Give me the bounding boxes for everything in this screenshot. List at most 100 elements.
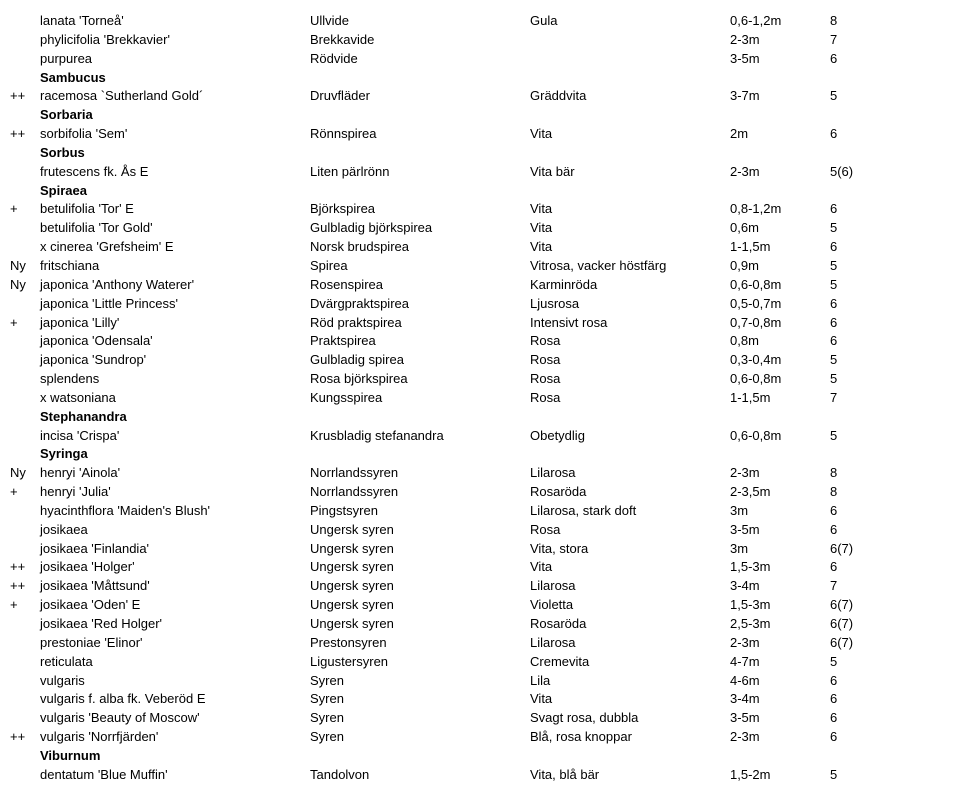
plant-catalog-page: lanata 'Torneå'UllvideGula0,6-1,2m8phyli… bbox=[0, 0, 960, 797]
row-prefix bbox=[0, 12, 40, 31]
swedish-name: Gulbladig björkspirea bbox=[310, 219, 530, 238]
swedish-name bbox=[310, 445, 530, 464]
genus-heading-row: Viburnum bbox=[0, 747, 960, 766]
zone-rating: 7 bbox=[830, 31, 870, 50]
swedish-name: Pingstsyren bbox=[310, 502, 530, 521]
zone-rating: 6 bbox=[830, 672, 870, 691]
plant-row: japonica 'Sundrop'Gulbladig spireaRosa0,… bbox=[0, 351, 960, 370]
description bbox=[530, 408, 730, 427]
species-name: vulgaris 'Norrfjärden' bbox=[40, 728, 310, 747]
species-name: sorbifolia 'Sem' bbox=[40, 125, 310, 144]
description: Rosa bbox=[530, 332, 730, 351]
zone-rating: 7 bbox=[830, 577, 870, 596]
plant-row: incisa 'Crispa'Krusbladig stefanandraObe… bbox=[0, 427, 960, 446]
zone-rating: 5 bbox=[830, 276, 870, 295]
swedish-name: Dvärgpraktspirea bbox=[310, 295, 530, 314]
swedish-name bbox=[310, 747, 530, 766]
height-range: 1-1,5m bbox=[730, 389, 830, 408]
species-name: vulgaris bbox=[40, 672, 310, 691]
swedish-name bbox=[310, 69, 530, 88]
row-prefix bbox=[0, 766, 40, 785]
height-range: 3m bbox=[730, 502, 830, 521]
plant-row: japonica 'Little Princess'Dvärgpraktspir… bbox=[0, 295, 960, 314]
row-prefix bbox=[0, 144, 40, 163]
zone-rating: 6 bbox=[830, 332, 870, 351]
plant-row: +betulifolia 'Tor' EBjörkspireaVita0,8-1… bbox=[0, 200, 960, 219]
height-range: 2-3m bbox=[730, 464, 830, 483]
zone-rating: 5 bbox=[830, 219, 870, 238]
zone-rating: 8 bbox=[830, 483, 870, 502]
height-range: 1,5-3m bbox=[730, 558, 830, 577]
swedish-name: Norrlandssyren bbox=[310, 464, 530, 483]
description: Blå, rosa knoppar bbox=[530, 728, 730, 747]
zone-rating: 7 bbox=[830, 389, 870, 408]
description: Intensivt rosa bbox=[530, 314, 730, 333]
height-range: 3-4m bbox=[730, 690, 830, 709]
description: Svagt rosa, dubbla bbox=[530, 709, 730, 728]
plant-row: vulgaris f. alba fk. Veberöd ESyrenVita3… bbox=[0, 690, 960, 709]
zone-rating: 6 bbox=[830, 690, 870, 709]
row-prefix bbox=[0, 238, 40, 257]
description bbox=[530, 144, 730, 163]
species-name: hyacinthflora 'Maiden's Blush' bbox=[40, 502, 310, 521]
row-prefix bbox=[0, 408, 40, 427]
genus-heading-row: Sorbaria bbox=[0, 106, 960, 125]
plant-row: vulgaris 'Beauty of Moscow'SyrenSvagt ro… bbox=[0, 709, 960, 728]
species-name: vulgaris 'Beauty of Moscow' bbox=[40, 709, 310, 728]
species-name: henryi 'Ainola' bbox=[40, 464, 310, 483]
zone-rating: 6 bbox=[830, 200, 870, 219]
plant-row: ++josikaea 'Måttsund'Ungersk syrenLilaro… bbox=[0, 577, 960, 596]
row-prefix bbox=[0, 653, 40, 672]
row-prefix bbox=[0, 521, 40, 540]
genus-name: Sorbaria bbox=[40, 106, 310, 125]
height-range: 3-5m bbox=[730, 521, 830, 540]
row-prefix: Ny bbox=[0, 257, 40, 276]
genus-heading-row: Sorbus bbox=[0, 144, 960, 163]
swedish-name: Spirea bbox=[310, 257, 530, 276]
swedish-name bbox=[310, 144, 530, 163]
zone-rating bbox=[830, 182, 870, 201]
height-range: 1-1,5m bbox=[730, 238, 830, 257]
species-name: splendens bbox=[40, 370, 310, 389]
swedish-name: Björkspirea bbox=[310, 200, 530, 219]
height-range: 2-3m bbox=[730, 728, 830, 747]
description: Lilarosa bbox=[530, 464, 730, 483]
description: Lilarosa, stark doft bbox=[530, 502, 730, 521]
genus-heading-row: Sambucus bbox=[0, 69, 960, 88]
zone-rating: 6(7) bbox=[830, 615, 870, 634]
height-range bbox=[730, 747, 830, 766]
plant-row: +henryi 'Julia'NorrlandssyrenRosaröda2-3… bbox=[0, 483, 960, 502]
zone-rating: 6 bbox=[830, 238, 870, 257]
genus-heading-row: Stephanandra bbox=[0, 408, 960, 427]
swedish-name: Gulbladig spirea bbox=[310, 351, 530, 370]
swedish-name: Syren bbox=[310, 672, 530, 691]
swedish-name: Rödvide bbox=[310, 50, 530, 69]
height-range: 0,5-0,7m bbox=[730, 295, 830, 314]
zone-rating: 6(7) bbox=[830, 596, 870, 615]
species-name: fritschiana bbox=[40, 257, 310, 276]
row-prefix bbox=[0, 634, 40, 653]
row-prefix bbox=[0, 31, 40, 50]
genus-name: Sambucus bbox=[40, 69, 310, 88]
species-name: henryi 'Julia' bbox=[40, 483, 310, 502]
row-prefix: + bbox=[0, 596, 40, 615]
swedish-name: Krusbladig stefanandra bbox=[310, 427, 530, 446]
swedish-name: Rosa björkspirea bbox=[310, 370, 530, 389]
species-name: x watsoniana bbox=[40, 389, 310, 408]
height-range: 2-3m bbox=[730, 163, 830, 182]
description: Vita, blå bär bbox=[530, 766, 730, 785]
swedish-name: Brekkavide bbox=[310, 31, 530, 50]
plant-row: x cinerea 'Grefsheim' ENorsk brudspireaV… bbox=[0, 238, 960, 257]
swedish-name: Kungsspirea bbox=[310, 389, 530, 408]
zone-rating: 6 bbox=[830, 314, 870, 333]
plant-row: Nyhenryi 'Ainola'NorrlandssyrenLilarosa2… bbox=[0, 464, 960, 483]
plant-row: frutescens fk. Ås ELiten pärlrönnVita bä… bbox=[0, 163, 960, 182]
species-name: japonica 'Little Princess' bbox=[40, 295, 310, 314]
height-range: 2m bbox=[730, 125, 830, 144]
genus-name: Stephanandra bbox=[40, 408, 310, 427]
swedish-name: Tandolvon bbox=[310, 766, 530, 785]
plant-row: +japonica 'Lilly'Röd praktspireaIntensiv… bbox=[0, 314, 960, 333]
height-range: 2,5-3m bbox=[730, 615, 830, 634]
swedish-name bbox=[310, 106, 530, 125]
description: Vita bbox=[530, 690, 730, 709]
